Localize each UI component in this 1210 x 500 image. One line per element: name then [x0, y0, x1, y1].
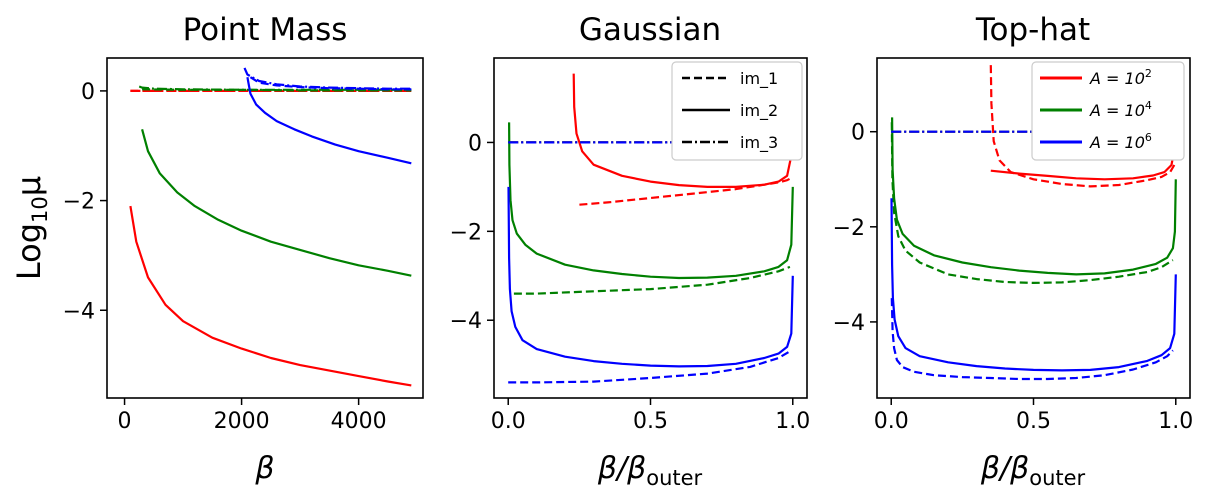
x-tick-label: 0.0	[874, 409, 909, 434]
series-line-a-10-2-im-1	[579, 178, 791, 205]
y-tick-label: 0	[81, 80, 95, 105]
legend-label: A = 104	[1089, 99, 1152, 120]
x-tick-label: 0.5	[1016, 409, 1051, 434]
legend: im_1 im_2 im_3	[672, 62, 802, 160]
series-line-a-10-6-im-1	[892, 298, 1173, 379]
x-tick-label: 0.5	[633, 409, 668, 434]
panel-title: Point Mass	[183, 12, 348, 48]
legend-label-sup: 4	[1145, 99, 1152, 112]
series-line-a-10-4-im-2	[142, 129, 411, 275]
y-axis-label-mu: μ	[10, 176, 48, 196]
series-line-a-10-6-im-3	[245, 68, 412, 89]
plot-lines	[130, 68, 411, 386]
x-tick-label: 1.0	[775, 409, 810, 434]
y-tick-label: −4	[833, 311, 865, 336]
x-tick-label: 0.0	[491, 409, 526, 434]
x-axis-label: β/βouter	[597, 451, 703, 490]
panel-gaussian: Gaussian 0.0 0.5 1.0 0 −2 −4 β/βouter im_1 i…	[450, 12, 811, 490]
legend: A = 102 A = 104 A = 106	[1032, 62, 1184, 160]
x-tick-label: 4000	[331, 409, 387, 434]
x-ticks: 0.0 0.5 1.0	[491, 398, 811, 434]
x-axis-label: β/βouter	[980, 451, 1086, 490]
panel-title: Gaussian	[579, 12, 721, 48]
legend-label-main: A = 10	[1089, 133, 1145, 152]
x-ticks: 0 2000 4000	[118, 398, 387, 434]
legend-label-main: A = 10	[1089, 69, 1145, 88]
y-tick-label: 0	[468, 131, 482, 156]
y-tick-label: −2	[833, 216, 865, 241]
legend-label: A = 106	[1089, 131, 1152, 152]
x-tick-label: 0	[118, 409, 132, 434]
x-axis-label-subscript: outer	[646, 466, 702, 490]
x-axis-label-subscript: outer	[1029, 466, 1085, 490]
x-tick-label: 1.0	[1158, 409, 1193, 434]
series-line-a-10-4-im-1	[514, 267, 790, 294]
y-tick-label: −2	[450, 220, 482, 245]
series-line-a-10-6-im-1	[508, 351, 790, 382]
legend-label: im_1	[740, 69, 778, 89]
y-axis-label-subscript: 10	[28, 196, 52, 223]
series-line-a-10-6-im-2	[892, 198, 1176, 370]
y-ticks: 0 −2 −4	[833, 121, 877, 336]
panel-top-hat: Top-hat 0.0 0.5 1.0 0−2−4 β/βouter A = 102…	[833, 12, 1194, 490]
legend-label-sup: 6	[1145, 131, 1152, 144]
legend-label-sup: 2	[1145, 67, 1152, 80]
figure: Point Mass 0 2000 4000 0 −2 −4 β Log10μ Gaus…	[0, 0, 1210, 500]
legend-label: A = 102	[1089, 67, 1152, 88]
panel-title: Top-hat	[975, 12, 1090, 48]
panel-point-mass: Point Mass 0 2000 4000 0 −2 −4 β Log10μ	[10, 12, 423, 486]
legend-label-main: A = 10	[1089, 101, 1145, 120]
y-axis-label: Log10μ	[10, 176, 52, 280]
x-tick-label: 2000	[214, 409, 270, 434]
legend-label: im_3	[740, 133, 778, 153]
y-tick-label: −4	[63, 299, 95, 324]
x-axis-label-main: β/β	[980, 451, 1029, 486]
axes-frame	[107, 58, 423, 398]
legend-label: im_2	[740, 101, 778, 121]
y-tick-label: −4	[450, 309, 482, 334]
y-tick-label: −2	[63, 190, 95, 215]
series-line-a-10-2-im-2	[130, 206, 411, 385]
x-axis-label: β	[254, 451, 274, 486]
y-ticks: 0 −2 −4	[63, 80, 107, 324]
y-ticks: 0 −2 −4	[450, 131, 494, 334]
x-ticks: 0.0 0.5 1.0	[874, 398, 1194, 434]
x-axis-label-main: β/β	[597, 451, 646, 486]
y-tick-label: 0	[851, 121, 865, 146]
